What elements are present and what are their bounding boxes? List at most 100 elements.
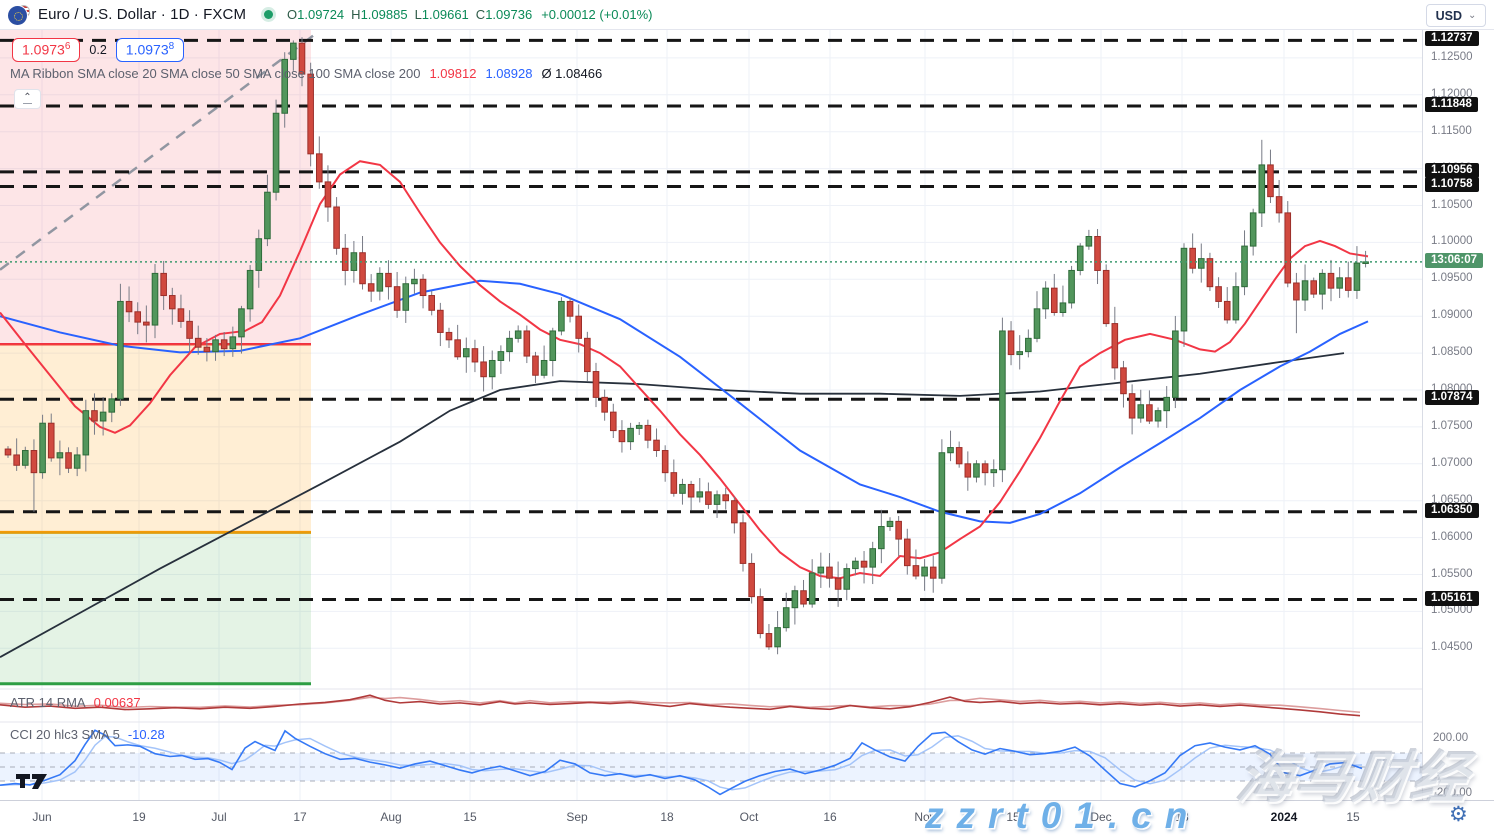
atr-label: ATR 14 RMA [10, 695, 86, 710]
time-axis-label: 18 [660, 810, 674, 824]
candle-body [220, 339, 228, 350]
currency-label: USD [1435, 8, 1462, 23]
candle-body [13, 454, 20, 466]
candle-body [99, 411, 107, 422]
candle-body [445, 331, 453, 341]
zone-target[interactable] [0, 532, 311, 684]
change-value: +0.00012 (+0.01%) [541, 7, 653, 22]
time-axis-label: Jul [211, 810, 227, 824]
cci-indicator-legend[interactable]: CCI 20 hlc3 SMA 5 -10.28 [10, 727, 165, 742]
ma-ribbon-legend[interactable]: MA Ribbon SMA close 20 SMA close 50 SMA … [10, 66, 602, 81]
candle-body [947, 447, 954, 454]
time-axis[interactable]: Jun 19 Jul 17 Aug 15 Sep 18 Oct 16 Nov 15 Dec 18 2024 1… [0, 800, 1494, 835]
candle-body [601, 396, 608, 413]
candle-body [860, 560, 868, 568]
candle-body [1111, 323, 1119, 369]
cci-line [0, 729, 1363, 796]
cci-label: CCI 20 hlc3 SMA 5 [10, 727, 120, 742]
price-tick-label: 1.10500 [1431, 198, 1473, 211]
candle-body [661, 450, 669, 474]
candle-body [186, 320, 193, 339]
price-tick-label: 1.07500 [1431, 419, 1473, 432]
candle-body [1076, 245, 1084, 271]
time-axis-label: Sep [566, 810, 588, 824]
candle-body [955, 447, 963, 465]
candle-body [912, 565, 920, 577]
market-status-dot[interactable] [264, 10, 274, 19]
atr-line [0, 694, 1361, 717]
sell-button[interactable]: 1.09736 [12, 38, 81, 62]
time-axis-label: 16 [823, 810, 837, 824]
candle-body [1206, 258, 1214, 288]
time-axis-label: 15 [1346, 810, 1360, 824]
candle-body [411, 278, 418, 285]
candle-body [990, 469, 998, 474]
close-label: C [475, 7, 486, 22]
eurusd-pair-icon [8, 4, 30, 26]
candle-body [143, 321, 150, 326]
candle-body [1353, 262, 1361, 291]
candle-body [290, 42, 297, 60]
time-axis-label: 2024 [1270, 810, 1298, 824]
time-axis-label: Aug [380, 810, 402, 824]
candle-body [981, 463, 989, 474]
price-level-badge: 1.10758 [1425, 177, 1479, 193]
candle-body [1137, 404, 1145, 419]
candle-body [618, 430, 626, 443]
candle-body [852, 560, 859, 570]
candle-body [644, 424, 652, 441]
candle-body [584, 337, 591, 373]
currency-selector[interactable]: USD ⌄ [1426, 4, 1486, 27]
sma200-line [0, 352, 1345, 658]
candle-body [65, 452, 72, 469]
candle-body [791, 590, 799, 609]
price-tick-label: 1.09000 [1431, 309, 1473, 322]
candle-body [203, 346, 211, 353]
candle-body [1310, 280, 1317, 295]
candle-body [246, 269, 254, 310]
candle-body [670, 472, 678, 494]
symbol-title[interactable]: Euro / U.S. Dollar · 1D · FXCM [38, 6, 247, 23]
candle-body [765, 633, 773, 648]
time-axis-label: 18 [1175, 810, 1189, 824]
candle-body [437, 309, 444, 333]
candle-body [869, 548, 877, 568]
buy-button[interactable]: 1.09738 [115, 38, 185, 62]
candle-body [627, 427, 634, 443]
candle-body [4, 448, 12, 456]
candle-body [713, 494, 721, 505]
candle-body [903, 538, 911, 567]
collapse-legend-button[interactable]: ⌃ [14, 89, 41, 109]
candle-body [1172, 330, 1179, 398]
candle-body [1344, 277, 1352, 291]
candle-body [575, 315, 583, 339]
tradingview-logo[interactable] [16, 772, 48, 791]
candle-body [1241, 245, 1248, 288]
sma20-value: 1.09812 [429, 66, 477, 81]
candle-body [532, 355, 539, 376]
candle-body [428, 295, 436, 311]
candle-body [21, 450, 29, 466]
candle-body [385, 272, 392, 288]
candle-body [1154, 410, 1162, 422]
price-scale[interactable]: 1.04500 1.05000 1.05500 1.06000 1.06500 1.070… [1422, 30, 1494, 800]
price-tick-label: 1.07000 [1431, 456, 1473, 469]
candle-body [964, 463, 972, 478]
candle-body [264, 191, 271, 240]
candle-body [1197, 258, 1205, 269]
price-tick-label: 1.08500 [1431, 346, 1473, 359]
candle-body [1180, 247, 1188, 332]
candle-body [1025, 337, 1032, 353]
open-value: 1.09724 [297, 7, 345, 22]
atr-indicator-legend[interactable]: ATR 14 RMA 0.00637 [10, 695, 141, 710]
price-level-badge: 1.07874 [1425, 390, 1479, 406]
candle-body [921, 566, 928, 577]
candle-body [1163, 396, 1170, 412]
candle-body [817, 566, 825, 574]
candle-body [1189, 247, 1196, 269]
candle-body [782, 607, 790, 629]
price-tick-label: 1.12000 [1431, 87, 1473, 100]
candle-body [696, 491, 704, 498]
